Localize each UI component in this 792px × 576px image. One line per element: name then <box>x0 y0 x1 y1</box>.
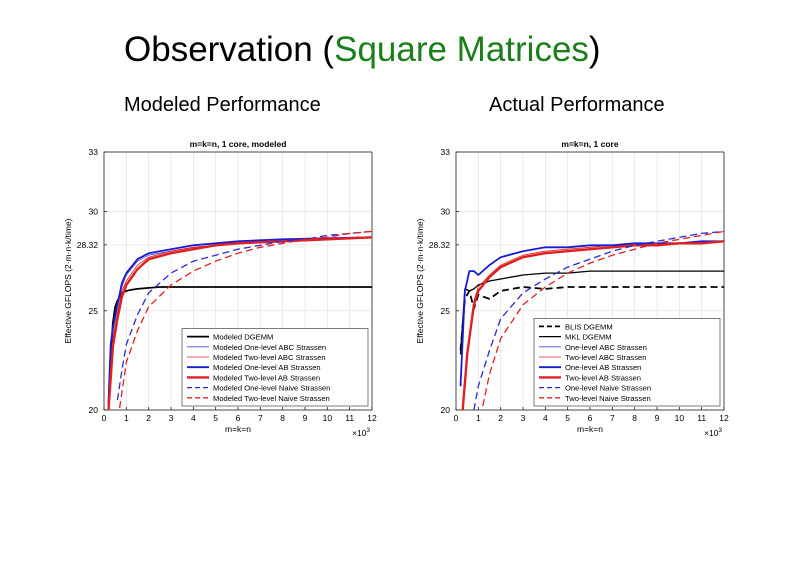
modeled-chart-legend-box <box>181 328 369 407</box>
modeled-chart-ytick-label-0: 20 <box>89 405 99 415</box>
modeled-chart-legend-label-modeled-two-level-abc-strassen: Modeled Two-level ABC Strassen <box>213 353 326 362</box>
actual-chart-legend-label-mkl-dgemm: MKL DGEMM <box>565 333 612 342</box>
modeled-chart-xlabel: m=k=n <box>225 424 251 434</box>
actual-chart-legend-box <box>533 318 721 407</box>
actual-chart-series-one-level-naive-strassen <box>473 230 724 410</box>
modeled-chart-xtick-label-4: 4 <box>191 413 196 423</box>
actual-chart-xscale-exp: 3 <box>718 427 722 434</box>
modeled-chart-xtick-label-3: 3 <box>169 413 174 423</box>
actual-chart-title: m=k=n, 1 core <box>561 139 618 149</box>
actual-chart-ytick-label-2: 28.32 <box>429 240 451 250</box>
modeled-chart-xscale-exp: 3 <box>366 427 370 434</box>
actual-chart-xtick-label-9: 9 <box>655 413 660 423</box>
modeled-chart-xtick-label-6: 6 <box>236 413 241 423</box>
actual-chart-xscale-label: ×103 <box>704 427 722 438</box>
modeled-chart-legend-label-modeled-two-level-naive-strassen: Modeled Two-level Naive Strassen <box>213 394 330 403</box>
actual-chart-ytick-label-3: 30 <box>441 207 451 217</box>
actual-chart-xtick-label-6: 6 <box>588 413 593 423</box>
modeled-chart-xtick-label-2: 2 <box>146 413 151 423</box>
slide-title: Observation (Square Matrices) <box>124 30 601 70</box>
actual-chart-ytick-label-4: 33 <box>441 147 451 157</box>
title-prefix: Observation ( <box>124 30 335 69</box>
actual-chart-series-one-level-ab-strassen <box>459 240 724 387</box>
modeled-chart-ytick-label-3: 30 <box>89 207 99 217</box>
subtitle-modeled: Modeled Performance <box>124 94 321 116</box>
modeled-chart-legend-label-modeled-one-level-naive-strassen: Modeled One-level Naive Strassen <box>213 384 330 393</box>
modeled-chart-xtick-label-12: 12 <box>367 413 377 423</box>
actual-chart-xtick-label-0: 0 <box>454 413 459 423</box>
modeled-chart-ytick-label-4: 33 <box>89 147 99 157</box>
modeled-chart-legend-label-modeled-two-level-ab-strassen: Modeled Two-level AB Strassen <box>213 373 320 382</box>
actual-chart-xtick-label-4: 4 <box>543 413 548 423</box>
modeled-chart-series-modeled-two-level-ab-strassen <box>107 236 372 410</box>
actual-chart-series-two-level-ab-strassen <box>461 240 724 410</box>
modeled-chart-series-modeled-dgemm <box>107 286 372 407</box>
modeled-chart-legend-label-modeled-one-level-ab-strassen: Modeled One-level AB Strassen <box>213 363 321 372</box>
actual-chart-ytick-label-0: 20 <box>441 405 451 415</box>
modeled-chart-xtick-label-9: 9 <box>303 413 308 423</box>
modeled-chart-legend-label-modeled-one-level-abc-strassen: Modeled One-level ABC Strassen <box>213 343 326 352</box>
actual-chart-xtick-label-2: 2 <box>498 413 503 423</box>
modeled-chart-ytick-label-1: 25 <box>89 306 99 316</box>
modeled-chart-series-group <box>107 230 372 410</box>
title-suffix: ) <box>588 30 601 69</box>
modeled-chart-series-modeled-one-level-ab-strassen <box>107 236 372 403</box>
actual-chart-xtick-label-10: 10 <box>675 413 685 423</box>
actual-chart-xtick-label-5: 5 <box>565 413 570 423</box>
actual-chart-xtick-label-8: 8 <box>632 413 637 423</box>
modeled-chart-xscale-label: ×103 <box>352 427 370 438</box>
actual-chart-legend-label-blis-dgemm: BLIS DGEMM <box>565 322 613 331</box>
modeled-chart-xtick-label-10: 10 <box>323 413 333 423</box>
actual-chart-legend-label-two-level-abc-strassen: Two-level ABC Strassen <box>565 353 646 362</box>
modeled-chart-xtick-label-11: 11 <box>345 413 354 423</box>
modeled-chart-xtick-label-1: 1 <box>124 413 129 423</box>
actual-chart-legend-label-two-level-ab-strassen: Two-level AB Strassen <box>565 373 641 382</box>
actual-chart-xtick-label-3: 3 <box>521 413 526 423</box>
actual-chart-series-group <box>459 230 724 410</box>
actual-chart-legend-label-two-level-naive-strassen: Two-level Naive Strassen <box>565 394 651 403</box>
actual-chart-ytick-label-1: 25 <box>441 306 451 316</box>
actual-chart-xtick-label-7: 7 <box>610 413 615 423</box>
actual-chart-series-two-level-naive-strassen <box>482 230 724 407</box>
actual-chart-xlabel: m=k=n <box>577 424 603 434</box>
modeled-chart-xtick-label-8: 8 <box>280 413 285 423</box>
actual-chart-legend-label-one-level-ab-strassen: One-level AB Strassen <box>565 363 641 372</box>
actual-chart-ylabel: Effective GFLOPS (2·m·n·k/time) <box>415 218 425 343</box>
modeled-chart-legend-label-modeled-dgemm: Modeled DGEMM <box>213 333 273 342</box>
modeled-chart-xtick-label-5: 5 <box>213 413 218 423</box>
actual-chart-xtick-label-11: 11 <box>697 413 706 423</box>
actual-chart-xtick-label-12: 12 <box>719 413 729 423</box>
actual-chart-legend-label-one-level-naive-strassen: One-level Naive Strassen <box>565 384 651 393</box>
modeled-chart-series-modeled-one-level-naive-strassen <box>116 230 372 401</box>
modeled-chart-ylabel: Effective GFLOPS (2·m·n·k/time) <box>63 218 73 343</box>
subtitle-actual: Actual Performance <box>489 94 665 116</box>
modeled-chart-title: m=k=n, 1 core, modeled <box>190 139 287 149</box>
actual-chart-series-mkl-dgemm <box>459 270 724 355</box>
modeled-chart-series-modeled-two-level-naive-strassen <box>118 230 372 409</box>
actual-chart-xtick-label-1: 1 <box>476 413 481 423</box>
modeled-chart-ytick-label-2: 28.32 <box>77 240 99 250</box>
title-accent: Square Matrices <box>334 30 589 69</box>
modeled-chart-xtick-label-0: 0 <box>102 413 107 423</box>
modeled-chart-xtick-label-7: 7 <box>258 413 263 423</box>
actual-chart-legend-label-one-level-abc-strassen: One-level ABC Strassen <box>565 343 647 352</box>
